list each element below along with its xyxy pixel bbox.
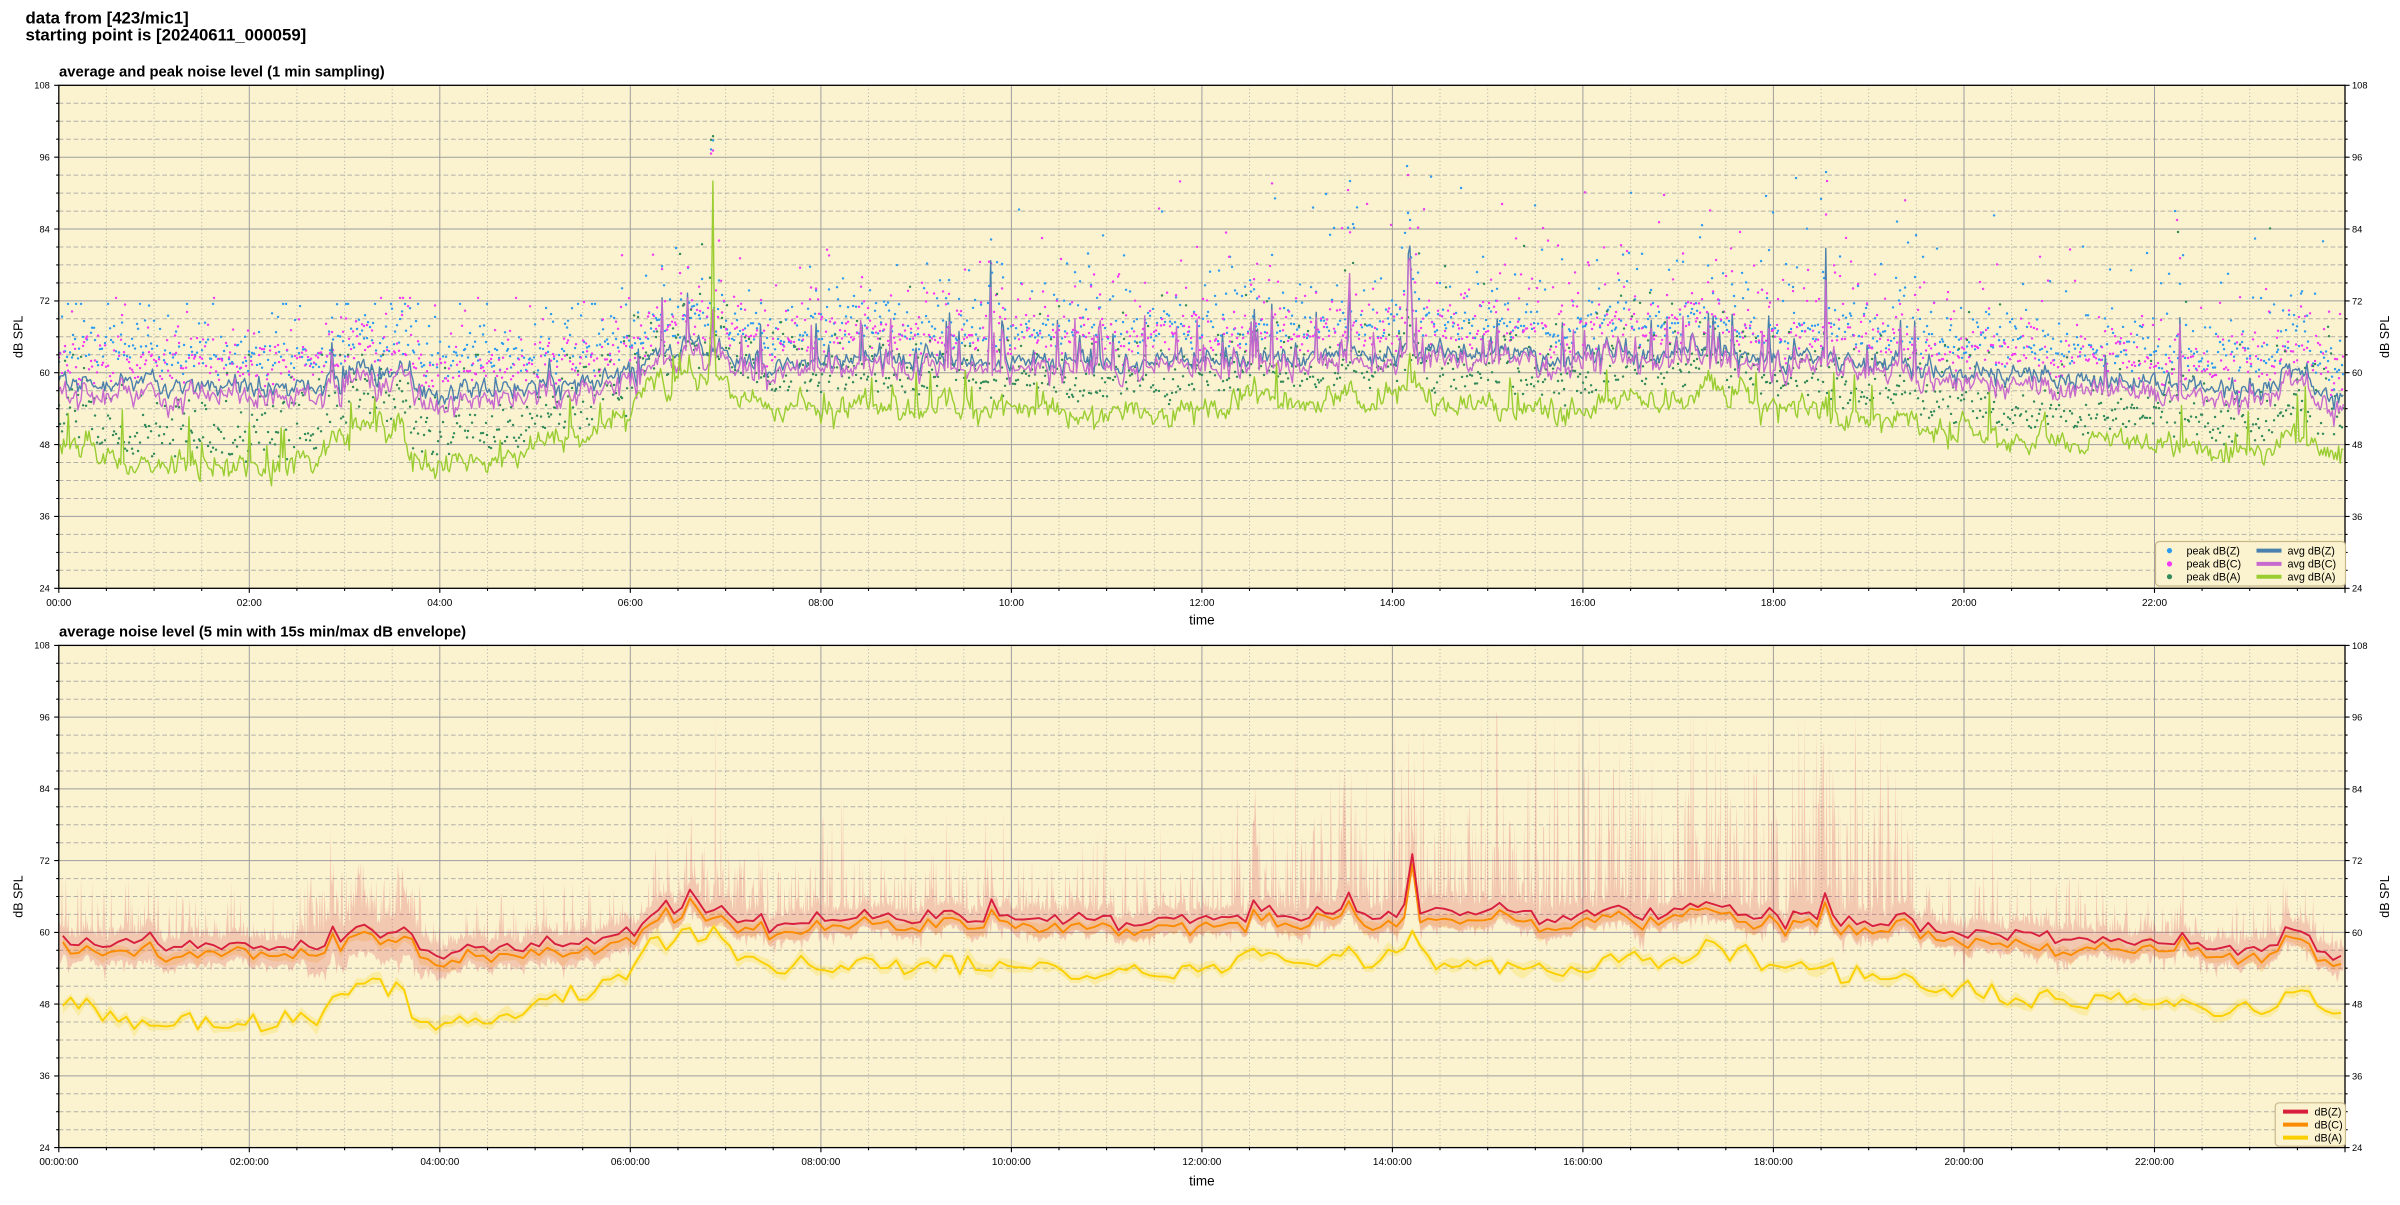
- svg-text:72: 72: [2352, 296, 2362, 306]
- svg-text:average noise level (5 min wit: average noise level (5 min with 15s min/…: [59, 624, 466, 640]
- svg-text:84: 84: [39, 224, 49, 234]
- svg-text:48: 48: [39, 440, 49, 450]
- svg-text:time: time: [1189, 612, 1215, 627]
- svg-text:84: 84: [39, 784, 49, 794]
- svg-text:peak dB(A): peak dB(A): [2187, 571, 2241, 583]
- svg-text:24: 24: [39, 584, 49, 594]
- svg-text:60: 60: [39, 928, 49, 938]
- svg-text:peak dB(Z): peak dB(Z): [2187, 545, 2240, 557]
- svg-text:02:00: 02:00: [237, 598, 262, 609]
- svg-text:14:00:00: 14:00:00: [1373, 1157, 1412, 1168]
- svg-text:20:00:00: 20:00:00: [1945, 1157, 1984, 1168]
- svg-text:avg dB(C): avg dB(C): [2288, 559, 2337, 571]
- svg-text:dB(C): dB(C): [2315, 1119, 2343, 1131]
- svg-text:36: 36: [2352, 1071, 2362, 1081]
- svg-text:00:00:00: 00:00:00: [39, 1157, 78, 1168]
- svg-text:10:00:00: 10:00:00: [992, 1157, 1031, 1168]
- svg-text:avg dB(Z): avg dB(Z): [2288, 545, 2335, 557]
- svg-text:72: 72: [39, 856, 49, 866]
- svg-text:24: 24: [2352, 1143, 2362, 1153]
- svg-text:14:00: 14:00: [1380, 598, 1405, 609]
- svg-text:96: 96: [39, 153, 49, 163]
- svg-text:48: 48: [39, 999, 49, 1009]
- svg-text:dB SPL: dB SPL: [2378, 875, 2392, 917]
- svg-text:60: 60: [2352, 928, 2362, 938]
- svg-text:dB SPL: dB SPL: [12, 875, 26, 917]
- svg-text:24: 24: [2352, 584, 2362, 594]
- svg-text:48: 48: [2352, 440, 2362, 450]
- svg-text:22:00:00: 22:00:00: [2135, 1157, 2174, 1168]
- svg-text:dB SPL: dB SPL: [2378, 316, 2392, 358]
- svg-text:22:00: 22:00: [2142, 598, 2167, 609]
- svg-text:data from [423/mic1]: data from [423/mic1]: [26, 9, 189, 28]
- svg-text:12:00: 12:00: [1189, 598, 1214, 609]
- svg-text:60: 60: [2352, 368, 2362, 378]
- svg-text:96: 96: [2352, 713, 2362, 723]
- svg-text:06:00:00: 06:00:00: [611, 1157, 650, 1168]
- svg-text:dB SPL: dB SPL: [12, 316, 26, 358]
- svg-text:36: 36: [39, 512, 49, 522]
- svg-text:72: 72: [39, 296, 49, 306]
- svg-text:dB(A): dB(A): [2315, 1132, 2343, 1144]
- svg-text:108: 108: [2352, 81, 2368, 91]
- svg-text:108: 108: [2352, 641, 2368, 651]
- svg-text:36: 36: [39, 1071, 49, 1081]
- svg-text:04:00:00: 04:00:00: [420, 1157, 459, 1168]
- svg-text:36: 36: [2352, 512, 2362, 522]
- svg-text:108: 108: [34, 641, 50, 651]
- svg-text:16:00:00: 16:00:00: [1563, 1157, 1602, 1168]
- svg-text:96: 96: [39, 712, 49, 722]
- svg-text:time: time: [1189, 1174, 1215, 1189]
- svg-text:avg dB(A): avg dB(A): [2288, 571, 2336, 583]
- svg-text:00:00: 00:00: [46, 598, 71, 609]
- svg-text:84: 84: [2352, 784, 2362, 794]
- svg-text:96: 96: [2352, 153, 2362, 163]
- svg-text:18:00: 18:00: [1761, 598, 1786, 609]
- svg-text:12:00:00: 12:00:00: [1182, 1157, 1221, 1168]
- svg-text:48: 48: [2352, 1000, 2362, 1010]
- svg-text:20:00: 20:00: [1951, 598, 1976, 609]
- svg-text:peak dB(C): peak dB(C): [2187, 559, 2242, 571]
- svg-text:18:00:00: 18:00:00: [1754, 1157, 1793, 1168]
- svg-text:24: 24: [39, 1143, 49, 1153]
- svg-text:84: 84: [2352, 224, 2362, 234]
- svg-text:60: 60: [39, 368, 49, 378]
- svg-text:08:00:00: 08:00:00: [801, 1157, 840, 1168]
- svg-text:06:00: 06:00: [618, 598, 643, 609]
- svg-text:average and peak noise level (: average and peak noise level (1 min samp…: [59, 64, 385, 80]
- svg-text:02:00:00: 02:00:00: [230, 1157, 269, 1168]
- svg-text:08:00: 08:00: [808, 598, 833, 609]
- svg-text:10:00: 10:00: [999, 598, 1024, 609]
- svg-text:16:00: 16:00: [1570, 598, 1595, 609]
- svg-text:04:00: 04:00: [427, 598, 452, 609]
- svg-text:starting point is [20240611_00: starting point is [20240611_000059]: [26, 26, 307, 45]
- svg-text:72: 72: [2352, 856, 2362, 866]
- svg-text:dB(Z): dB(Z): [2315, 1106, 2342, 1118]
- svg-text:108: 108: [34, 81, 50, 91]
